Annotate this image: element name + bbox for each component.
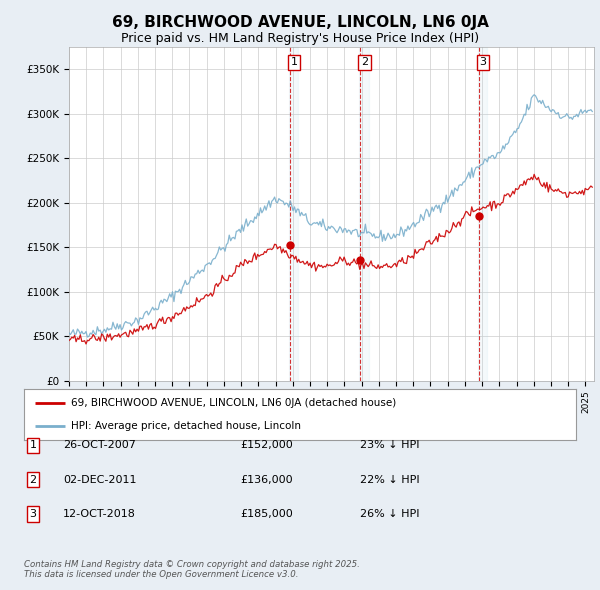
Text: 23% ↓ HPI: 23% ↓ HPI (360, 441, 419, 450)
Text: 3: 3 (479, 57, 487, 67)
Bar (478, 47, 487, 381)
Text: 26% ↓ HPI: 26% ↓ HPI (360, 509, 419, 519)
Text: Price paid vs. HM Land Registry's House Price Index (HPI): Price paid vs. HM Land Registry's House … (121, 32, 479, 45)
Text: £136,000: £136,000 (240, 475, 293, 484)
Text: £152,000: £152,000 (240, 441, 293, 450)
Text: 2: 2 (361, 57, 368, 67)
Text: HPI: Average price, detached house, Lincoln: HPI: Average price, detached house, Linc… (71, 421, 301, 431)
Bar (289, 47, 298, 381)
Text: £185,000: £185,000 (240, 509, 293, 519)
Text: 3: 3 (29, 509, 37, 519)
Text: 1: 1 (29, 441, 37, 450)
Bar (359, 47, 369, 381)
Text: 69, BIRCHWOOD AVENUE, LINCOLN, LN6 0JA: 69, BIRCHWOOD AVENUE, LINCOLN, LN6 0JA (112, 15, 488, 30)
Text: 2: 2 (29, 475, 37, 484)
Text: 22% ↓ HPI: 22% ↓ HPI (360, 475, 419, 484)
Text: 26-OCT-2007: 26-OCT-2007 (63, 441, 136, 450)
Text: 02-DEC-2011: 02-DEC-2011 (63, 475, 137, 484)
Text: 12-OCT-2018: 12-OCT-2018 (63, 509, 136, 519)
Text: Contains HM Land Registry data © Crown copyright and database right 2025.
This d: Contains HM Land Registry data © Crown c… (24, 560, 360, 579)
Text: 69, BIRCHWOOD AVENUE, LINCOLN, LN6 0JA (detached house): 69, BIRCHWOOD AVENUE, LINCOLN, LN6 0JA (… (71, 398, 396, 408)
Text: 1: 1 (290, 57, 298, 67)
